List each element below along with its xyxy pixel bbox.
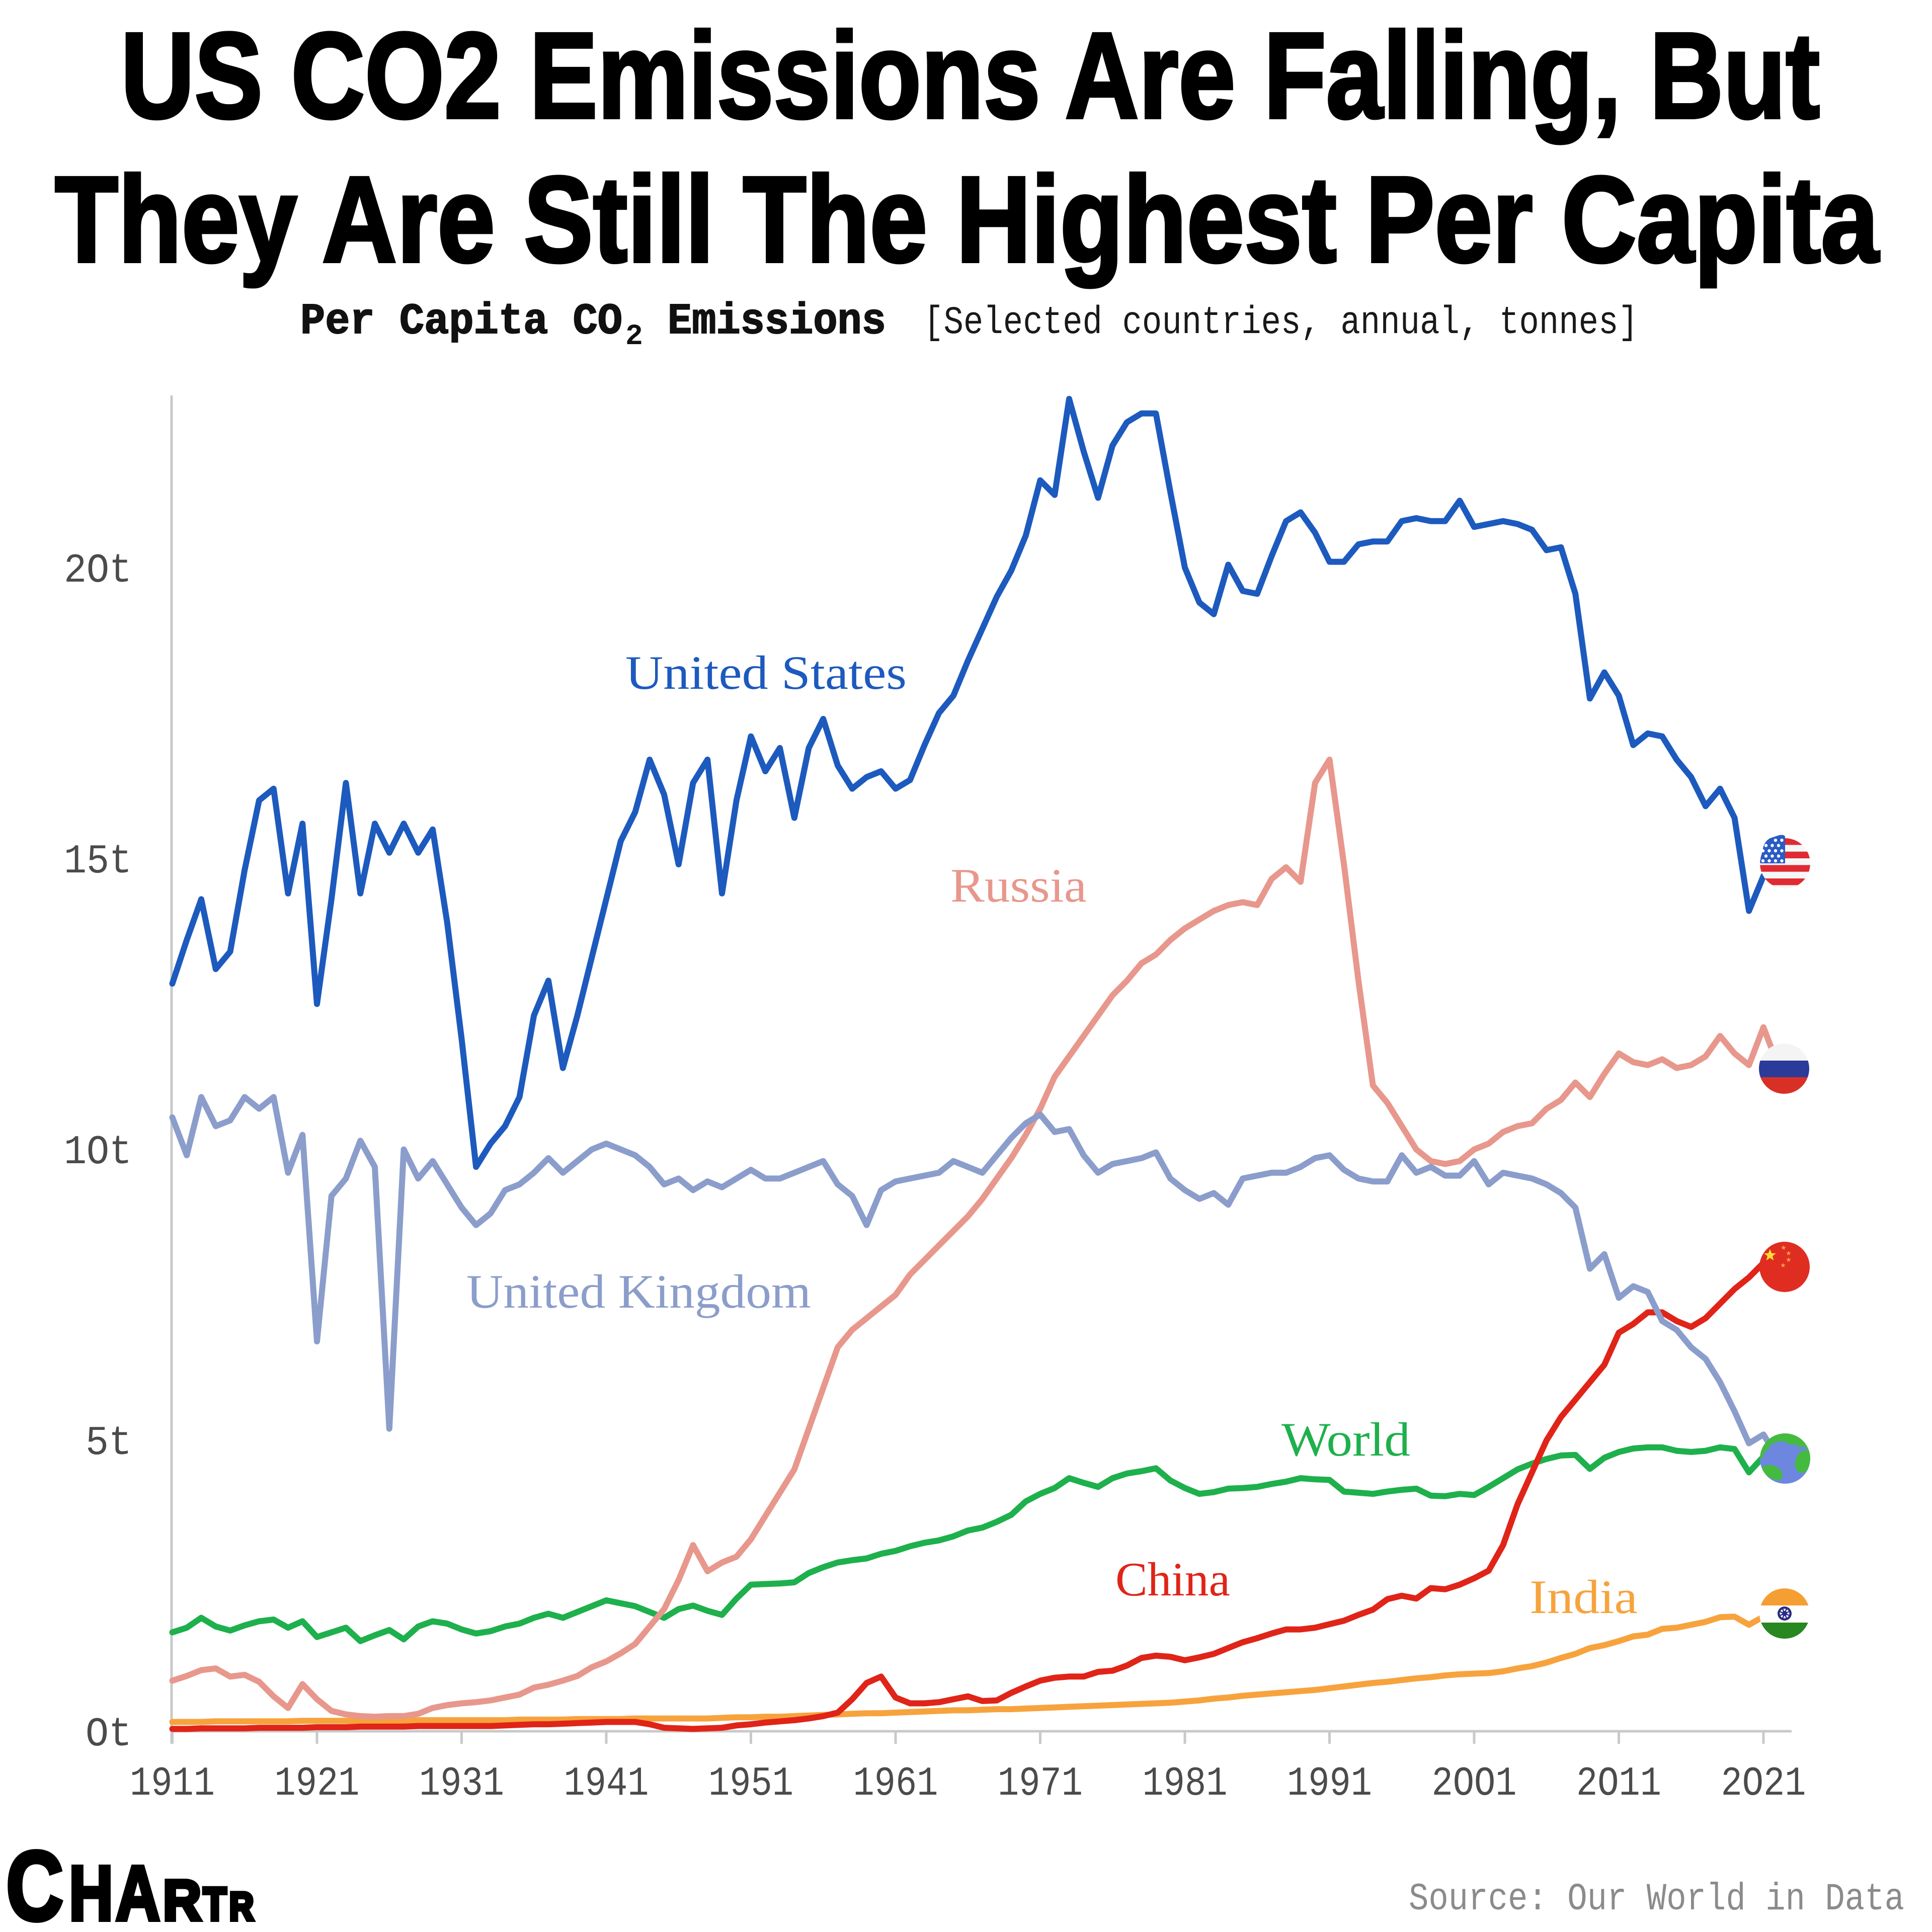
svg-text:C: C (6, 1831, 63, 1932)
svg-text:1931: 1931 (419, 1760, 504, 1807)
svg-text:1981: 1981 (1143, 1760, 1228, 1807)
svg-text:World: World (1281, 1413, 1410, 1466)
svg-text:China: China (1115, 1553, 1230, 1606)
svg-text:5t: 5t (86, 1420, 132, 1467)
svg-text:1991: 1991 (1287, 1760, 1372, 1807)
svg-text:1911: 1911 (130, 1760, 215, 1807)
svg-text:Per Capita CO: Per Capita CO (300, 297, 622, 346)
svg-text:Russia: Russia (950, 859, 1087, 912)
svg-text:2Ot: 2Ot (64, 547, 132, 594)
svg-text:Ot: Ot (86, 1711, 132, 1758)
svg-text:They Are Still The Highest Per: They Are Still The Highest Per Capita (55, 151, 1880, 288)
svg-text:2O11: 2O11 (1576, 1760, 1661, 1807)
svg-text:R: R (229, 1884, 254, 1928)
svg-text:1951: 1951 (708, 1760, 793, 1807)
svg-text:1961: 1961 (853, 1760, 938, 1807)
svg-text:2: 2 (625, 320, 643, 353)
svg-text:US CO2 Emissions Are Falling,: US CO2 Emissions Are Falling, But (121, 8, 1820, 144)
svg-text:H: H (69, 1850, 113, 1932)
svg-text:T: T (203, 1879, 226, 1930)
svg-text:1971: 1971 (998, 1760, 1083, 1807)
svg-text:1921: 1921 (275, 1760, 360, 1807)
svg-text:Emissions: Emissions (668, 297, 886, 346)
svg-text:[Selected countries, annual, t: [Selected countries, annual, tonnes] (924, 301, 1638, 345)
svg-text:United States: United States (625, 646, 907, 699)
svg-text:2OO1: 2OO1 (1432, 1760, 1517, 1807)
svg-text:2O21: 2O21 (1721, 1760, 1806, 1807)
svg-text:India: India (1530, 1570, 1638, 1624)
svg-text:R: R (163, 1869, 201, 1932)
svg-text:15t: 15t (64, 838, 132, 885)
svg-text:A: A (116, 1850, 160, 1932)
svg-text:1Ot: 1Ot (64, 1129, 132, 1176)
svg-text:Source: Our World in Data: Source: Our World in Data (1409, 1878, 1904, 1921)
svg-text:1941: 1941 (564, 1760, 649, 1807)
svg-text:United Kingdom: United Kingdom (466, 1265, 811, 1318)
